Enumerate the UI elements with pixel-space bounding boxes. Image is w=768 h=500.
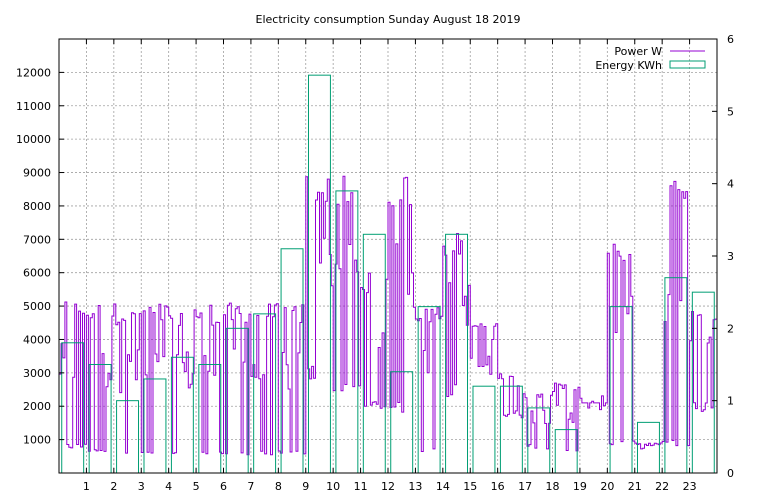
power-w-line bbox=[59, 175, 717, 456]
x-tick-label: 8 bbox=[275, 480, 282, 493]
x-tick-label: 2 bbox=[110, 480, 117, 493]
x-tick-label: 20 bbox=[600, 480, 614, 493]
x-tick-label: 11 bbox=[354, 480, 368, 493]
y2-tick-label: 5 bbox=[727, 105, 734, 118]
y-tick-label: 5000 bbox=[23, 300, 51, 313]
y2-tick-label: 2 bbox=[727, 322, 734, 335]
x-tick-label: 4 bbox=[165, 480, 172, 493]
legend: Power W Energy KWh bbox=[595, 45, 706, 72]
plot-series bbox=[59, 74, 717, 474]
legend-label-energy: Energy KWh bbox=[595, 59, 662, 72]
x-tick-label: 3 bbox=[138, 480, 145, 493]
y2-tick-label: 4 bbox=[727, 178, 734, 191]
legend-swatch-energy bbox=[669, 60, 706, 69]
x-tick-label: 7 bbox=[247, 480, 254, 493]
x-tick-label: 5 bbox=[193, 480, 200, 493]
x-tick-label: 9 bbox=[302, 480, 309, 493]
x-tick-label: 21 bbox=[628, 480, 642, 493]
y-tick-label: 7000 bbox=[23, 233, 51, 246]
y2-tick-label: 3 bbox=[727, 250, 734, 263]
axes: 1 2 3 4 5 6 7 8 9 10 11 12 13 14 15 16 17 18 19 20 21 22 23100… bbox=[16, 33, 734, 493]
x-tick-label: 23 bbox=[683, 480, 697, 493]
y-tick-label: 11000 bbox=[16, 100, 51, 113]
y-tick-label: 1000 bbox=[23, 434, 51, 447]
x-tick-label: 19 bbox=[573, 480, 587, 493]
x-tick-label: 14 bbox=[436, 480, 450, 493]
x-tick-label: 1 bbox=[83, 480, 90, 493]
y2-tick-label: 1 bbox=[727, 395, 734, 408]
x-tick-label: 13 bbox=[408, 480, 422, 493]
x-tick-label: 18 bbox=[546, 480, 560, 493]
x-tick-label: 17 bbox=[518, 480, 532, 493]
y-tick-label: 2000 bbox=[23, 400, 51, 413]
y-tick-label: 8000 bbox=[23, 200, 51, 213]
y-tick-label: 6000 bbox=[23, 267, 51, 280]
y-tick-label: 12000 bbox=[16, 66, 51, 79]
x-tick-label: 15 bbox=[463, 480, 477, 493]
x-tick-label: 16 bbox=[491, 480, 505, 493]
x-tick-label: 22 bbox=[655, 480, 669, 493]
energy-kwh-bar bbox=[170, 356, 194, 474]
y-tick-label: 4000 bbox=[23, 333, 51, 346]
x-tick-label: 12 bbox=[381, 480, 395, 493]
y-tick-label: 3000 bbox=[23, 367, 51, 380]
energy-kwh-bar bbox=[472, 385, 496, 474]
legend-label-power: Power W bbox=[614, 45, 662, 58]
chart-title: Electricity consumption Sunday August 18… bbox=[256, 13, 521, 26]
x-tick-label: 10 bbox=[326, 480, 340, 493]
x-tick-label: 6 bbox=[220, 480, 227, 493]
y-tick-label: 9000 bbox=[23, 167, 51, 180]
y2-tick-label: 0 bbox=[727, 467, 734, 480]
energy-kwh-bar bbox=[307, 74, 331, 474]
y2-tick-label: 6 bbox=[727, 33, 734, 46]
y-tick-label: 10000 bbox=[16, 133, 51, 146]
